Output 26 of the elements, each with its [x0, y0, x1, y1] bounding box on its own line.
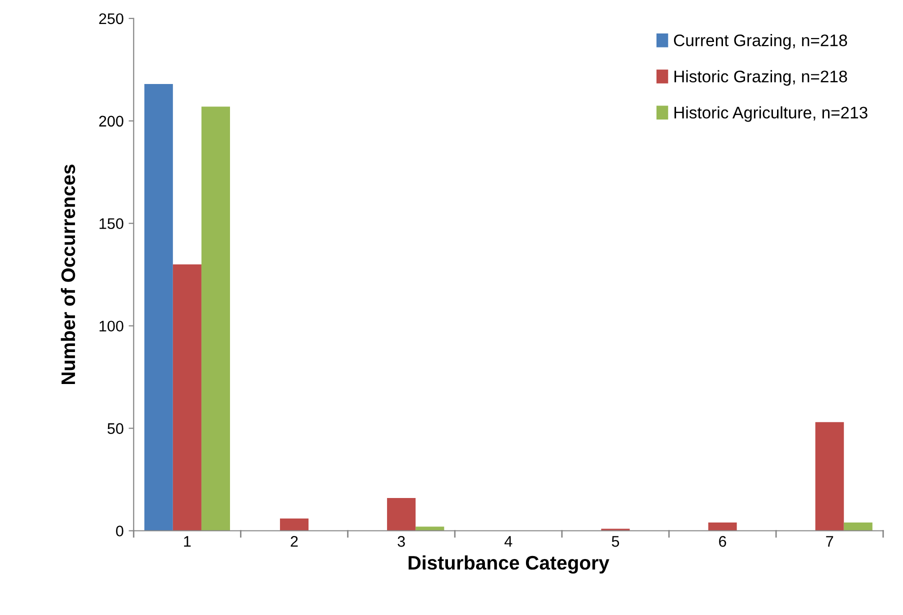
legend-label: Current Grazing, n=218 — [674, 34, 848, 50]
bar — [387, 498, 416, 531]
x-tick-label: 6 — [719, 536, 726, 547]
x-tick-label: 5 — [612, 536, 620, 547]
bar — [201, 106, 230, 531]
legend-label: Historic Grazing, n=218 — [674, 70, 848, 86]
bar — [844, 522, 872, 531]
bar — [815, 422, 844, 531]
x-tick-label: 3 — [398, 536, 405, 547]
y-tick-label: 100 — [100, 320, 124, 332]
x-tick-label: 1 — [184, 536, 191, 547]
y-tick-label: 50 — [108, 423, 124, 434]
y-tick-label: 150 — [100, 218, 124, 230]
y-axis-title: Number of Occurrences — [60, 164, 76, 384]
x-tick-label: 7 — [826, 536, 834, 547]
bar — [172, 264, 202, 531]
y-tick-label: 200 — [99, 116, 124, 127]
x-tick-label: 2 — [290, 536, 298, 547]
legend-label: Historic Agriculture, n=213 — [674, 106, 868, 122]
y-tick-label: 0 — [116, 526, 124, 536]
bar — [280, 518, 309, 531]
bar — [144, 84, 173, 531]
x-axis-title: Disturbance Category — [408, 555, 610, 574]
bar — [708, 522, 737, 531]
y-tick-label: 250 — [99, 13, 124, 24]
x-tick-label: 4 — [504, 536, 512, 547]
